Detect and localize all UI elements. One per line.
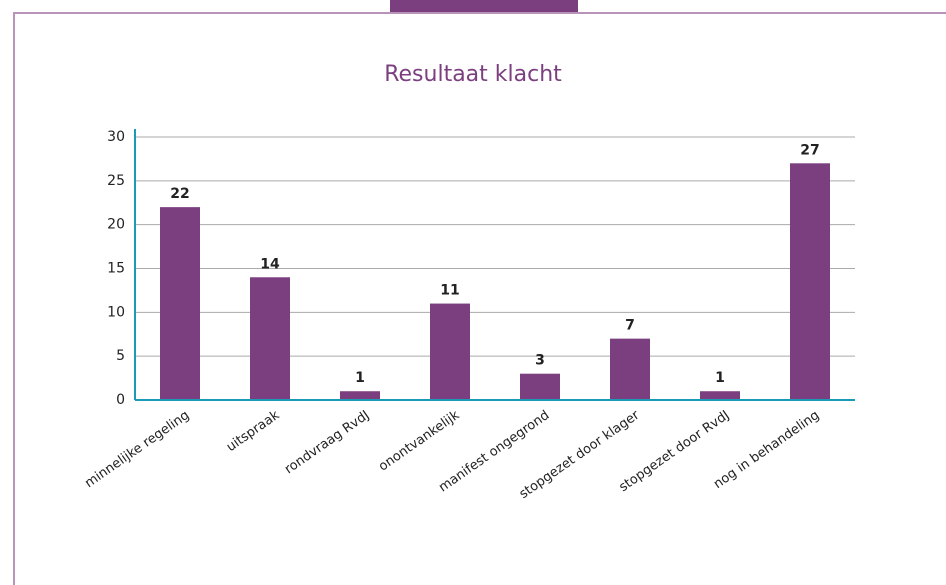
bar xyxy=(610,338,650,400)
bar xyxy=(250,277,290,400)
value-label: 1 xyxy=(355,370,365,386)
value-label: 27 xyxy=(800,142,819,158)
y-tick-label: 25 xyxy=(107,173,125,189)
bar xyxy=(790,163,830,400)
y-tick-label: 30 xyxy=(107,129,125,145)
value-label: 22 xyxy=(170,186,189,202)
y-tick-label: 5 xyxy=(116,348,125,364)
header-tab xyxy=(390,0,578,12)
y-tick-label: 0 xyxy=(116,392,125,408)
chart-title: Resultaat klacht xyxy=(384,62,562,87)
x-tick-label: rondvraag RvdJ xyxy=(282,408,372,477)
value-label: 7 xyxy=(625,318,635,334)
value-label: 14 xyxy=(260,256,280,272)
value-label: 1 xyxy=(715,370,725,386)
bar xyxy=(430,303,470,400)
x-tick-label: onontvankelijk xyxy=(376,408,463,475)
x-tick-label: uitspraak xyxy=(224,408,283,455)
y-tick-label: 20 xyxy=(107,217,125,233)
frame xyxy=(13,12,946,585)
bar xyxy=(520,373,560,400)
bar xyxy=(700,391,740,400)
bar xyxy=(160,207,200,400)
y-tick-label: 15 xyxy=(107,261,125,277)
bar xyxy=(340,391,380,400)
value-label: 3 xyxy=(535,353,545,369)
value-label: 11 xyxy=(440,283,459,299)
y-tick-label: 10 xyxy=(107,304,125,320)
x-tick-label: minnelijke regeling xyxy=(82,408,192,491)
